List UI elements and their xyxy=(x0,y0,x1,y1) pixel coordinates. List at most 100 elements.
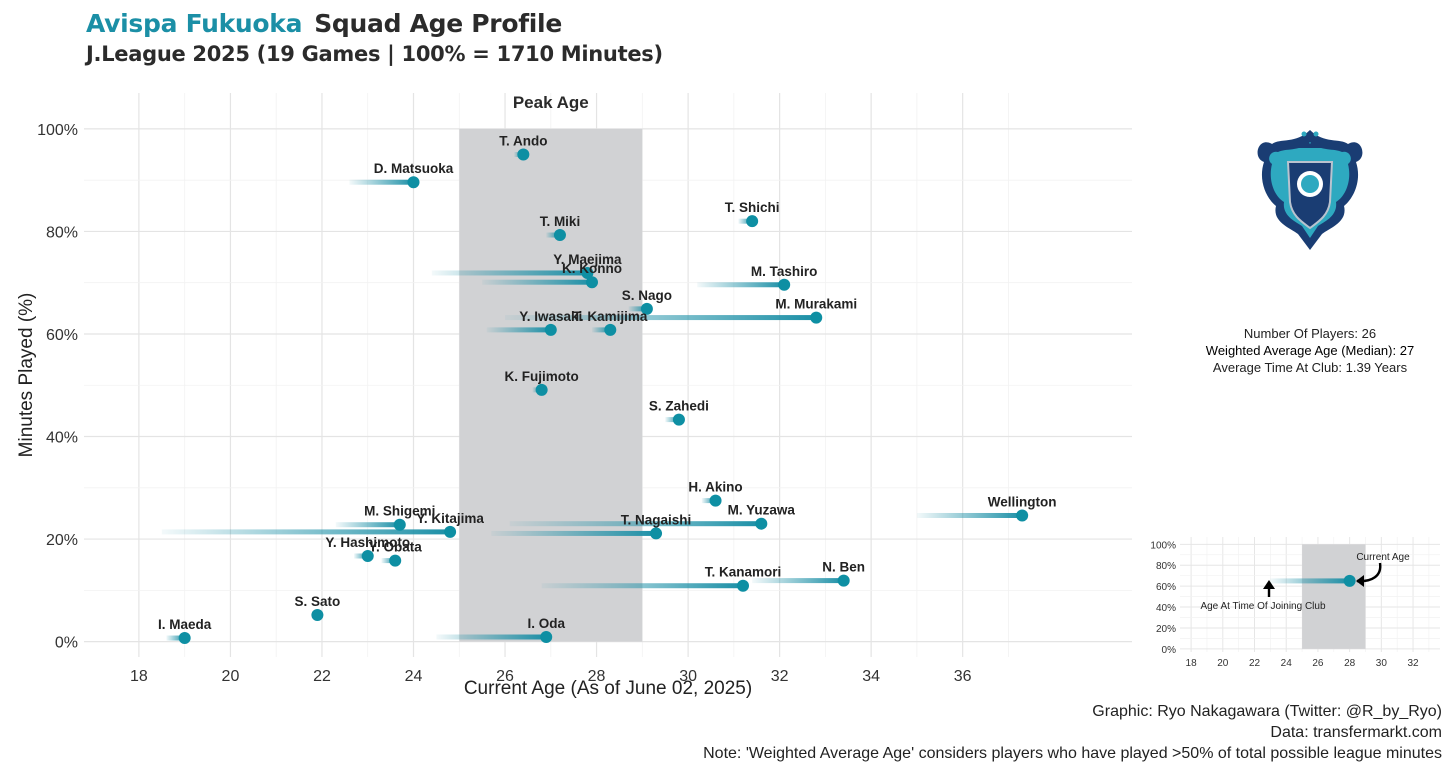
x-tick-label: 34 xyxy=(862,668,880,685)
tenure-line xyxy=(482,279,592,285)
legend-x-tick-label: 20 xyxy=(1217,658,1229,669)
tenure-line xyxy=(431,270,588,276)
legend-x-tick-label: 22 xyxy=(1249,658,1261,669)
tenure-line xyxy=(486,327,551,333)
player-label: M. Yuzawa xyxy=(728,503,796,518)
player-point xyxy=(755,517,768,530)
x-tick-label: 28 xyxy=(588,668,606,685)
player-point xyxy=(604,323,617,336)
tenure-line xyxy=(166,635,185,641)
player-label: T. Shichi xyxy=(725,200,780,215)
tenure-line xyxy=(505,315,817,321)
player-point xyxy=(540,631,553,644)
player-label: Y. Maejima xyxy=(553,252,622,267)
tenure-line xyxy=(697,282,785,288)
player-label: Y. Hashimoto xyxy=(325,535,410,550)
player-label: I. Maeda xyxy=(158,617,212,632)
x-tick-label: 24 xyxy=(405,668,423,685)
tenure-line xyxy=(591,327,611,333)
y-tick-label: 100% xyxy=(37,122,78,139)
legend-y-tick-label: 80% xyxy=(1156,561,1176,572)
stat-number-of-players: Number Of Players: 26 xyxy=(1243,326,1377,341)
x-tick-label: 20 xyxy=(222,668,240,685)
legend-y-tick-label: 40% xyxy=(1156,603,1176,614)
player-point xyxy=(581,266,594,279)
x-axis-label: Current Age (As of June 02, 2025) xyxy=(464,678,752,699)
player-label: Y. Kitajima xyxy=(416,511,484,526)
tenure-lines xyxy=(161,152,1023,641)
tenure-line xyxy=(752,578,844,584)
player-label: S. Sato xyxy=(295,594,341,609)
x-tick-label: 22 xyxy=(313,668,331,685)
tenure-line xyxy=(349,179,414,185)
player-label: Y. Obata xyxy=(369,540,423,555)
player-point xyxy=(672,413,685,426)
player-point xyxy=(544,323,557,336)
y-tick-label: 80% xyxy=(46,224,78,241)
credit-note: Note: 'Weighted Average Age' considers p… xyxy=(703,745,1442,762)
player-point xyxy=(650,527,663,540)
chart-title: Avispa Fukuoka Squad Age Profile xyxy=(86,8,663,40)
player-point xyxy=(535,383,548,396)
player-label: Y. Iwasaki xyxy=(519,309,582,324)
credit-graphic: Graphic: Ryo Nakagawara (Twitter: @R_by_… xyxy=(1092,703,1442,720)
tenure-line xyxy=(546,232,560,238)
legend-y-tick-label: 100% xyxy=(1150,540,1176,551)
x-tick-label: 30 xyxy=(679,668,697,685)
player-point xyxy=(361,549,374,562)
legend-current-arrowhead-icon xyxy=(1356,575,1364,587)
legend-x-tick-label: 24 xyxy=(1281,658,1293,669)
player-point xyxy=(837,574,850,587)
credits: Graphic: Ryo Nakagawara (Twitter: @R_by_… xyxy=(703,701,1442,764)
y-tick-label: 0% xyxy=(55,635,78,652)
legend-x-tick-label: 28 xyxy=(1344,658,1356,669)
legend-tenure-line xyxy=(1270,578,1350,584)
player-label: M. Murakami xyxy=(775,297,857,312)
x-tick-label: 36 xyxy=(954,668,972,685)
y-axis-label: Minutes Played (%) xyxy=(16,293,37,458)
legend-peak-band xyxy=(1302,544,1366,649)
player-point xyxy=(553,229,566,242)
legend-point xyxy=(1343,574,1356,587)
player-point xyxy=(585,276,598,289)
tenure-line xyxy=(161,529,451,535)
player-point xyxy=(640,302,653,315)
player-label: T. Nagaishi xyxy=(621,512,692,527)
player-label: M. Tashiro xyxy=(751,264,818,279)
player-point xyxy=(746,215,759,228)
x-tick-label: 26 xyxy=(496,668,514,685)
player-label: N. Ben xyxy=(822,560,865,575)
player-point xyxy=(778,278,791,291)
legend-x-tick-label: 30 xyxy=(1376,658,1388,669)
tenure-line xyxy=(381,558,396,564)
tenure-line xyxy=(491,530,657,536)
player-point xyxy=(178,632,191,645)
legend-y-tick-label: 60% xyxy=(1156,582,1176,593)
squad-stats: Number Of Players: 26 Weighted Average A… xyxy=(1180,325,1440,376)
legend-joining-age-label: Age At Time Of Joining Club xyxy=(1200,601,1326,612)
tenure-line xyxy=(436,634,547,640)
player-labels: T. Ando D. Matsuoka T. Shichi T. Miki Y. Mae… xyxy=(158,134,1057,633)
stat-weighted-average-age: Weighted Average Age (Median): 27 xyxy=(1205,343,1415,358)
tenure-line xyxy=(335,522,400,528)
y-tick-label: 60% xyxy=(46,327,78,344)
player-point xyxy=(709,494,722,507)
legend-y-tick-label: 0% xyxy=(1162,645,1177,656)
tenure-line xyxy=(628,306,647,312)
tenure-line xyxy=(665,417,679,423)
legend-axes: 18 20 22 24 26 28 30 32 0% 20% 40% 60% 80% 100% xyxy=(1150,540,1419,669)
player-label: T. Miki xyxy=(540,214,581,229)
peak-age-band: Peak Age xyxy=(459,93,643,642)
stat-average-time-at-club: Average Time At Club: 1.39 Years xyxy=(1212,360,1408,375)
title-block: Avispa Fukuoka Squad Age Profile J.League… xyxy=(86,8,663,68)
peak-age-rect xyxy=(459,128,643,642)
player-point xyxy=(393,518,406,531)
player-label: K. Fujimoto xyxy=(505,369,579,384)
tenure-line xyxy=(541,583,744,589)
y-tick-label: 40% xyxy=(46,430,78,447)
legend-x-tick-label: 32 xyxy=(1407,658,1419,669)
x-tick-label: 18 xyxy=(130,668,148,685)
tenure-line xyxy=(701,498,716,504)
player-point xyxy=(1016,509,1029,522)
